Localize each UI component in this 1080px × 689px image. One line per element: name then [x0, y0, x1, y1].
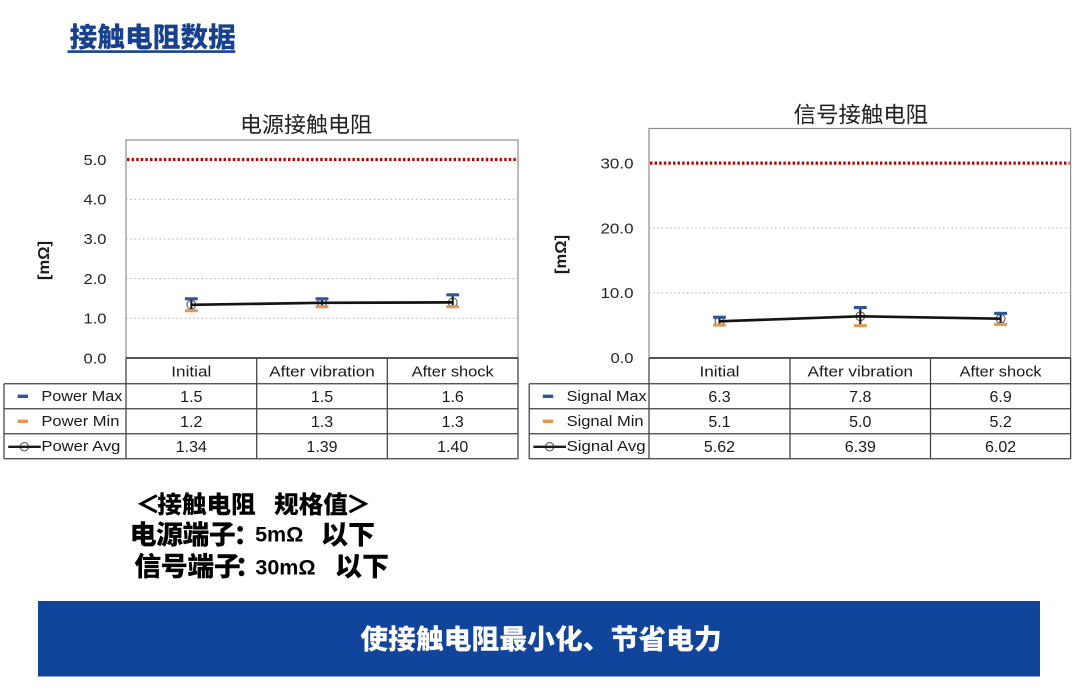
svg-text:Initial: Initial — [700, 363, 740, 380]
svg-text:30mΩ: 30mΩ — [255, 556, 315, 580]
svg-text:Signal Avg: Signal Avg — [567, 438, 646, 455]
svg-text:1.6: 1.6 — [442, 389, 464, 406]
svg-text:Power Avg: Power Avg — [41, 438, 120, 455]
svg-text:6.9: 6.9 — [989, 389, 1011, 406]
svg-text:Initial: Initial — [171, 363, 211, 380]
svg-text:1.40: 1.40 — [437, 439, 468, 456]
svg-text:7.8: 7.8 — [849, 389, 871, 406]
svg-text:10.0: 10.0 — [601, 285, 634, 302]
svg-text:1.2: 1.2 — [180, 414, 202, 431]
svg-text:5.2: 5.2 — [989, 414, 1011, 431]
svg-text:[mΩ]: [mΩ] — [553, 235, 570, 274]
svg-text:1.0: 1.0 — [84, 311, 107, 328]
svg-text:5mΩ: 5mΩ — [255, 523, 303, 547]
svg-text:Signal Max: Signal Max — [567, 388, 648, 405]
svg-text:1.39: 1.39 — [306, 439, 337, 456]
svg-text:After shock: After shock — [960, 363, 1043, 380]
svg-text:After vibration: After vibration — [808, 363, 914, 380]
svg-text:20.0: 20.0 — [601, 220, 634, 237]
svg-text:2.0: 2.0 — [84, 271, 107, 288]
svg-text:Power Max: Power Max — [41, 388, 123, 405]
svg-text:5.62: 5.62 — [704, 439, 735, 456]
svg-text:4.0: 4.0 — [84, 192, 107, 209]
svg-text:0.0: 0.0 — [84, 350, 107, 367]
svg-text:1.34: 1.34 — [176, 439, 207, 456]
svg-text:5.1: 5.1 — [708, 414, 730, 431]
svg-text:1.5: 1.5 — [311, 389, 333, 406]
svg-text:0.0: 0.0 — [611, 350, 634, 367]
svg-text:5.0: 5.0 — [849, 414, 871, 431]
svg-text:6.02: 6.02 — [985, 439, 1016, 456]
svg-text:After vibration: After vibration — [269, 363, 375, 380]
svg-text:6.3: 6.3 — [708, 389, 730, 406]
svg-text:Signal Min: Signal Min — [567, 413, 644, 430]
svg-text:[mΩ]: [mΩ] — [36, 241, 53, 280]
svg-text:1.3: 1.3 — [311, 414, 333, 431]
svg-text:5.0: 5.0 — [84, 152, 107, 169]
svg-text:1.5: 1.5 — [180, 389, 202, 406]
svg-text:6.39: 6.39 — [845, 439, 876, 456]
svg-text:1.3: 1.3 — [442, 414, 464, 431]
svg-text:Power Min: Power Min — [41, 413, 119, 430]
svg-text:30.0: 30.0 — [601, 155, 634, 172]
svg-text:After shock: After shock — [412, 363, 495, 380]
svg-text:3.0: 3.0 — [84, 231, 107, 248]
